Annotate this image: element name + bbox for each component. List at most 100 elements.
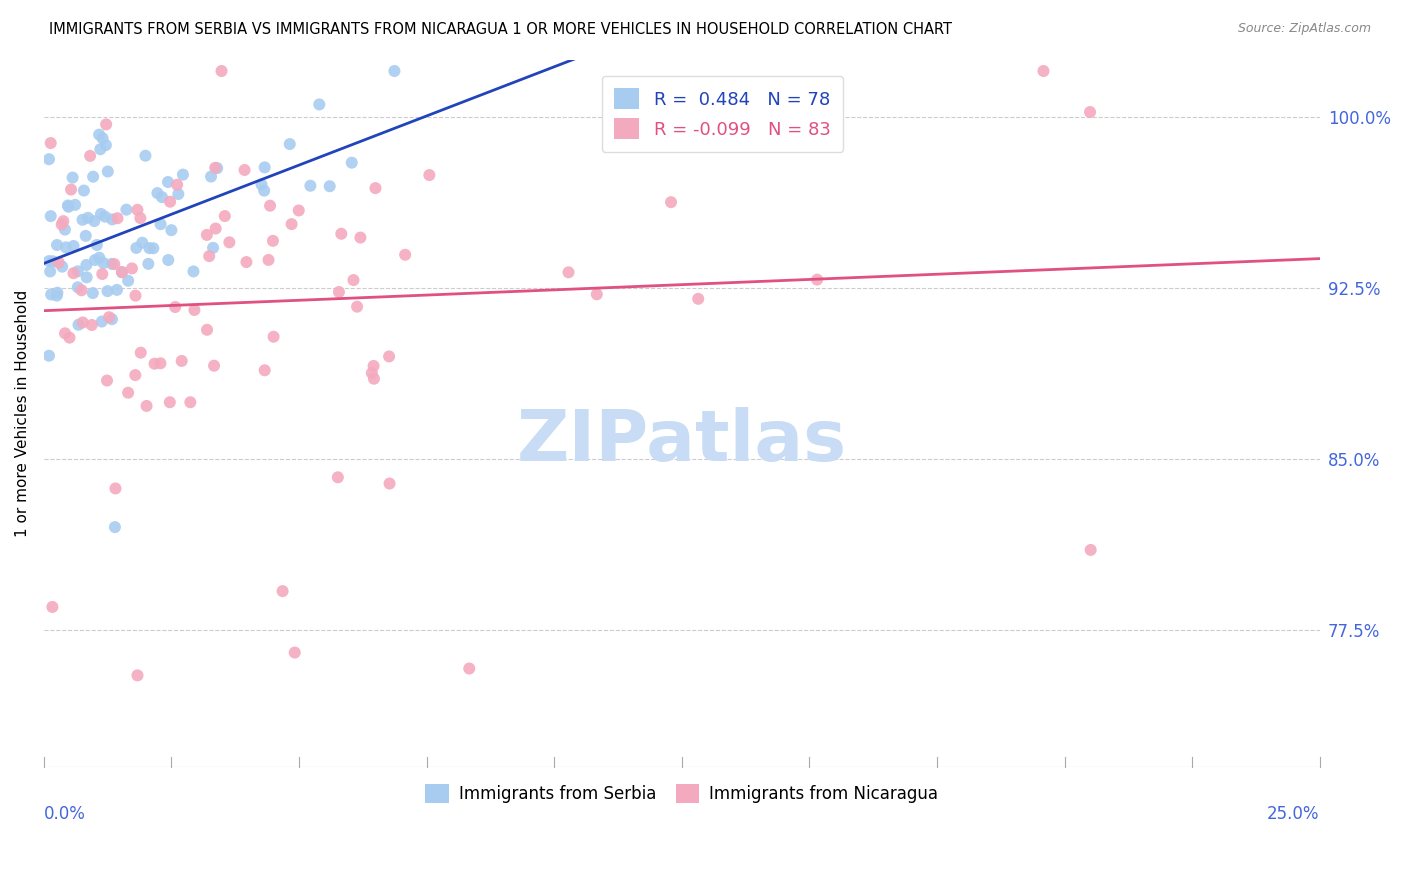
Point	[67, 318, 90, 332]
Point	[94, 210, 117, 224]
Text: ZIPatlas: ZIPatlas	[517, 407, 846, 475]
Point	[214, 209, 236, 223]
Point	[121, 261, 143, 276]
Point	[378, 350, 401, 364]
Point	[165, 300, 187, 314]
Point	[91, 267, 114, 281]
Point	[77, 211, 100, 225]
Point	[284, 646, 307, 660]
Point	[83, 214, 105, 228]
Point	[107, 211, 129, 226]
Point	[257, 252, 280, 267]
Point	[259, 199, 281, 213]
Point	[79, 149, 101, 163]
Point	[235, 255, 257, 269]
Point	[659, 195, 682, 210]
Point	[89, 142, 111, 156]
Point	[394, 248, 416, 262]
Point	[146, 186, 169, 200]
Point	[218, 235, 240, 250]
Point	[143, 357, 166, 371]
Point	[159, 194, 181, 209]
Point	[96, 117, 118, 131]
Point	[46, 285, 69, 300]
Point	[183, 264, 205, 278]
Point	[38, 254, 60, 268]
Point	[202, 359, 225, 373]
Y-axis label: 1 or more Vehicles in Household: 1 or more Vehicles in Household	[15, 290, 30, 537]
Text: 25.0%: 25.0%	[1267, 805, 1320, 823]
Point	[62, 170, 84, 185]
Point	[124, 368, 146, 382]
Point	[39, 136, 62, 150]
Point	[51, 218, 73, 232]
Point	[328, 285, 350, 299]
Point	[149, 217, 172, 231]
Point	[63, 198, 86, 212]
Point	[53, 222, 76, 236]
Point	[253, 363, 276, 377]
Point	[166, 178, 188, 192]
Point	[89, 128, 111, 142]
Legend: Immigrants from Serbia, Immigrants from Nicaragua: Immigrants from Serbia, Immigrants from …	[418, 775, 946, 812]
Point	[330, 227, 353, 241]
Point	[280, 217, 302, 231]
Point	[205, 161, 228, 175]
Point	[149, 356, 172, 370]
Point	[117, 274, 139, 288]
Point	[200, 169, 222, 184]
Point	[136, 257, 159, 271]
Point	[91, 131, 114, 145]
Point	[75, 228, 97, 243]
Point	[340, 155, 363, 169]
Point	[125, 241, 148, 255]
Point	[90, 207, 112, 221]
Point	[131, 235, 153, 250]
Point	[124, 288, 146, 302]
Point	[58, 200, 80, 214]
Point	[94, 138, 117, 153]
Point	[378, 476, 401, 491]
Point	[127, 202, 149, 217]
Point	[198, 249, 221, 263]
Point	[250, 178, 273, 192]
Point	[157, 253, 180, 268]
Point	[66, 280, 89, 294]
Point	[204, 221, 226, 235]
Point	[97, 164, 120, 178]
Text: 0.0%: 0.0%	[44, 805, 86, 823]
Point	[103, 257, 125, 271]
Point	[111, 265, 134, 279]
Point	[55, 240, 77, 254]
Point	[51, 260, 73, 274]
Point	[66, 264, 89, 278]
Point	[179, 395, 201, 409]
Point	[80, 318, 103, 332]
Point	[360, 366, 382, 380]
Point	[117, 385, 139, 400]
Point	[72, 212, 94, 227]
Point	[115, 202, 138, 217]
Point	[98, 310, 121, 325]
Text: IMMIGRANTS FROM SERBIA VS IMMIGRANTS FROM NICARAGUA 1 OR MORE VEHICLES IN HOUSEH: IMMIGRANTS FROM SERBIA VS IMMIGRANTS FRO…	[49, 22, 952, 37]
Point	[73, 184, 96, 198]
Point	[105, 283, 128, 297]
Text: Source: ZipAtlas.com: Source: ZipAtlas.com	[1237, 22, 1371, 36]
Point	[160, 223, 183, 237]
Point	[76, 270, 98, 285]
Point	[287, 203, 309, 218]
Point	[90, 315, 112, 329]
Point	[39, 287, 62, 301]
Point	[96, 284, 118, 298]
Point	[346, 300, 368, 314]
Point	[150, 190, 173, 204]
Point	[93, 256, 115, 270]
Point	[172, 168, 194, 182]
Point	[127, 668, 149, 682]
Point	[129, 345, 152, 359]
Point	[39, 209, 62, 223]
Point	[38, 152, 60, 166]
Point	[104, 482, 127, 496]
Point	[58, 331, 80, 345]
Point	[159, 395, 181, 409]
